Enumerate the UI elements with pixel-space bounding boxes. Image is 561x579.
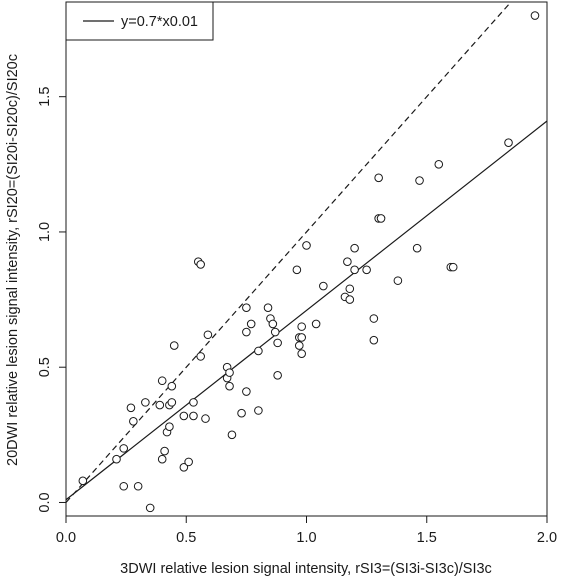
data-point: [270, 327, 280, 337]
data-point: [362, 265, 371, 275]
y-tick-label: 0.5: [37, 357, 53, 377]
data-point: [167, 381, 177, 391]
x-tick-label: 2.0: [537, 530, 557, 546]
data-point: [141, 398, 150, 407]
data-point: [165, 422, 174, 432]
data-point: [412, 243, 422, 253]
data-point: [374, 173, 383, 183]
y-axis-label: 20DWI relative lesion signal intensity, …: [5, 54, 21, 466]
data-point: [268, 319, 278, 329]
legend: y=0.7*x0.01: [65, 1, 214, 41]
data-point: [273, 371, 282, 380]
data-point: [179, 463, 189, 472]
data-point: [319, 281, 328, 291]
data-point: [376, 214, 386, 223]
data-point: [196, 260, 205, 269]
data-point: [273, 338, 282, 348]
y-axis: 0.0 0.5 1.0 1.5: [37, 87, 66, 513]
y-tick-label: 0.0: [37, 492, 53, 512]
data-point: [227, 430, 237, 440]
data-point: [415, 176, 424, 185]
x-tick-label: 1.0: [296, 530, 316, 546]
data-point: [157, 454, 167, 464]
data-points: [78, 11, 540, 513]
data-point: [302, 241, 311, 250]
data-point: [297, 322, 306, 331]
x-axis-label: 3DWI relative lesion signal intensity, r…: [120, 561, 492, 577]
data-point: [294, 341, 304, 350]
x-tick-label: 0.0: [56, 530, 76, 546]
data-point: [369, 314, 379, 323]
data-point: [78, 476, 88, 486]
data-point: [203, 330, 213, 340]
data-point: [237, 408, 246, 418]
data-point: [225, 381, 234, 391]
data-point: [343, 257, 352, 267]
data-point: [157, 376, 167, 386]
data-point: [448, 262, 458, 272]
data-point: [345, 295, 355, 304]
data-point: [201, 414, 210, 423]
data-point: [434, 160, 444, 169]
data-point: [112, 454, 121, 464]
data-point: [155, 400, 165, 410]
data-point: [242, 387, 251, 396]
y-tick-label: 1.5: [37, 87, 53, 107]
data-point: [126, 403, 136, 413]
data-point: [167, 398, 177, 407]
data-point: [196, 352, 205, 361]
data-point: [179, 411, 189, 421]
reference-lines: [65, 1, 548, 503]
data-point: [225, 368, 234, 377]
data-point: [160, 446, 169, 456]
x-tick-label: 0.5: [176, 530, 196, 546]
data-point: [263, 303, 273, 312]
data-point: [297, 333, 306, 342]
data-point: [246, 319, 256, 329]
data-point: [297, 349, 306, 358]
data-point: [393, 276, 403, 285]
data-point: [504, 138, 513, 147]
data-point: [184, 457, 193, 467]
data-point: [350, 265, 359, 275]
legend-box: [65, 1, 214, 41]
data-point: [119, 481, 129, 491]
data-point: [242, 327, 251, 337]
data-point: [254, 346, 263, 356]
data-point: [369, 335, 379, 345]
data-point: [189, 411, 198, 421]
fit-line-solid: [65, 120, 548, 501]
legend-label: y=0.7*x0.01: [121, 14, 198, 30]
data-point: [145, 503, 155, 513]
x-tick-label: 1.5: [417, 530, 437, 546]
data-point: [292, 265, 302, 275]
data-point: [129, 417, 138, 426]
data-point: [311, 319, 321, 329]
data-point: [119, 444, 129, 453]
data-point: [254, 406, 263, 415]
data-point: [345, 284, 355, 294]
identity-line-dashed: [65, 1, 512, 503]
data-point: [530, 11, 540, 20]
data-point: [189, 398, 198, 407]
data-point: [133, 481, 143, 491]
y-tick-label: 1.0: [37, 222, 53, 242]
x-axis: 0.0 0.5 1.0 1.5 2.0: [56, 516, 557, 546]
data-point: [350, 243, 359, 253]
plot-frame: [65, 1, 548, 517]
data-point: [169, 341, 179, 350]
data-point: [242, 303, 251, 312]
